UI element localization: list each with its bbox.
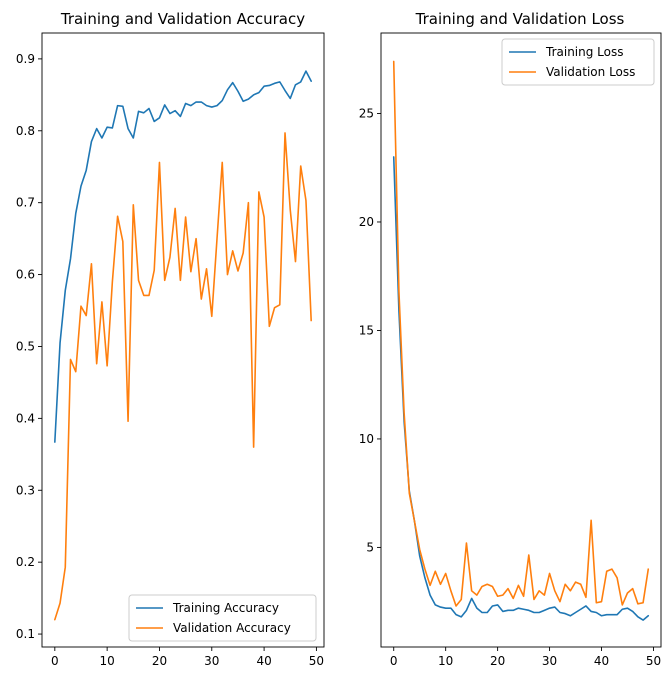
y-tick-label: 0.4 — [16, 411, 35, 425]
y-tick-label: 10 — [359, 432, 374, 446]
series-line-training — [392, 156, 650, 621]
x-tick-label: 10 — [438, 654, 453, 668]
y-tick-label: 0.9 — [16, 52, 35, 66]
y-tick-label: 0.7 — [16, 196, 35, 210]
x-tick-label: 50 — [309, 654, 324, 668]
legend: Training Loss Validation Loss — [501, 38, 655, 86]
x-tick-label: 10 — [99, 654, 114, 668]
y-tick-label: 0.5 — [16, 339, 35, 353]
y-tick-label: 0.2 — [16, 555, 35, 569]
axes-frame — [41, 32, 325, 648]
y-tick-label: 20 — [359, 215, 374, 229]
y-tick-label: 5 — [366, 540, 374, 554]
series-line-training — [54, 70, 312, 443]
legend-label: Validation Loss — [546, 65, 635, 79]
series-line-validation — [392, 60, 650, 607]
chart-title: Training and Validation Loss — [415, 10, 625, 28]
y-tick-label: 0.3 — [16, 483, 35, 497]
y-tick-label: 0.1 — [16, 627, 35, 641]
legend-label: Validation Accuracy — [173, 621, 291, 635]
x-tick-label: 40 — [256, 654, 271, 668]
x-tick-label: 0 — [51, 654, 59, 668]
x-tick-label: 0 — [390, 654, 398, 668]
legend-label: Training Loss — [545, 45, 623, 59]
x-tick-label: 20 — [490, 654, 505, 668]
x-tick-label: 40 — [594, 654, 609, 668]
x-tick-label: 20 — [152, 654, 167, 668]
accuracy-chart: Training and Validation Accuracy 0 10 20 30… — [16, 10, 325, 668]
series-line-validation — [54, 132, 312, 621]
y-tick-label: 25 — [359, 106, 374, 120]
x-tick-label: 50 — [646, 654, 661, 668]
legend-box — [128, 594, 317, 642]
chart-title: Training and Validation Accuracy — [60, 10, 305, 28]
legend: Training Accuracy Validation Accuracy — [128, 594, 317, 642]
legend-label: Training Accuracy — [172, 601, 279, 615]
y-tick-label: 0.6 — [16, 268, 35, 282]
y-tick-label: 15 — [359, 323, 374, 337]
x-tick-label: 30 — [204, 654, 219, 668]
y-tick-label: 0.8 — [16, 124, 35, 138]
axes-frame — [380, 32, 662, 648]
x-tick-label: 30 — [542, 654, 557, 668]
loss-chart: Training and Validation Loss 0 10 20 30 40 50… — [359, 10, 662, 668]
legend-box — [501, 38, 655, 86]
